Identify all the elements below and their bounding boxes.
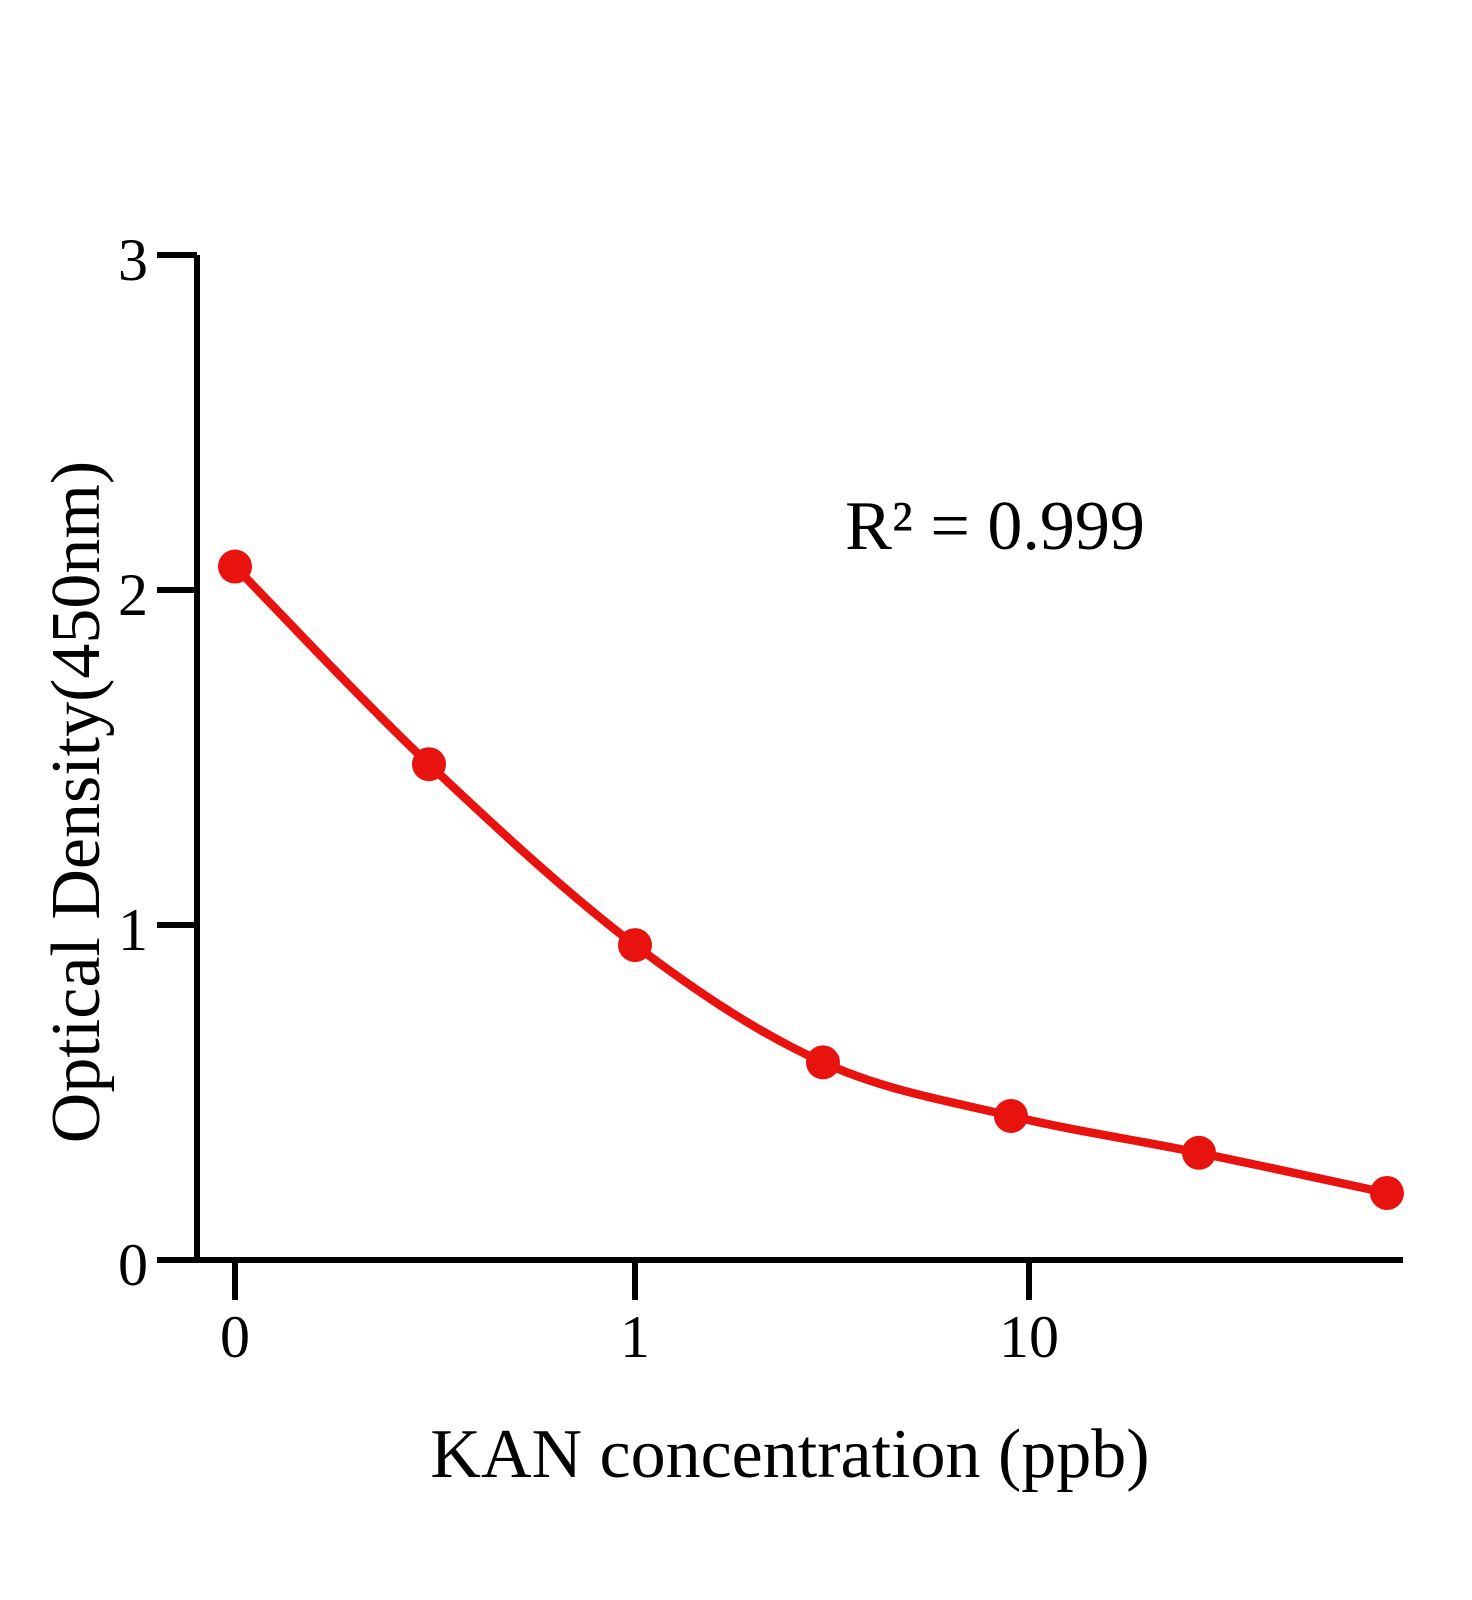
data-point-marker	[411, 747, 446, 782]
data-point-marker	[618, 928, 652, 963]
y-tick-label-1: 1	[118, 897, 148, 963]
y-axis-label: Optical Density(450nm)	[38, 460, 115, 1144]
axis-spines	[194, 255, 1403, 1263]
data-point-marker	[1181, 1135, 1216, 1170]
r-squared-annotation: R² = 0.999	[845, 488, 1145, 565]
y-tick-label-2: 2	[118, 562, 148, 628]
fit-curve	[230, 562, 1392, 1198]
data-point-marker	[1369, 1176, 1404, 1210]
x-tick-label-0: 0	[220, 1304, 250, 1370]
y-tick-label-0: 0	[118, 1232, 148, 1298]
data-point-marker	[993, 1098, 1028, 1133]
data-point-marker	[805, 1045, 840, 1080]
x-tick-label-10: 10	[999, 1304, 1059, 1370]
data-point-marker	[218, 549, 252, 584]
x-tick-label-1: 1	[620, 1304, 650, 1370]
x-axis-label: KAN concentration (ppb)	[430, 1416, 1150, 1493]
y-tick-label-3: 3	[118, 227, 148, 293]
